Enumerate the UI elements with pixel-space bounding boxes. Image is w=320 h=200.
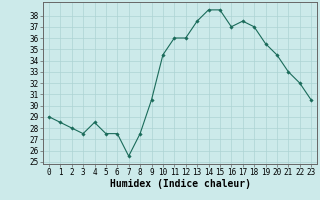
X-axis label: Humidex (Indice chaleur): Humidex (Indice chaleur) (109, 179, 251, 189)
